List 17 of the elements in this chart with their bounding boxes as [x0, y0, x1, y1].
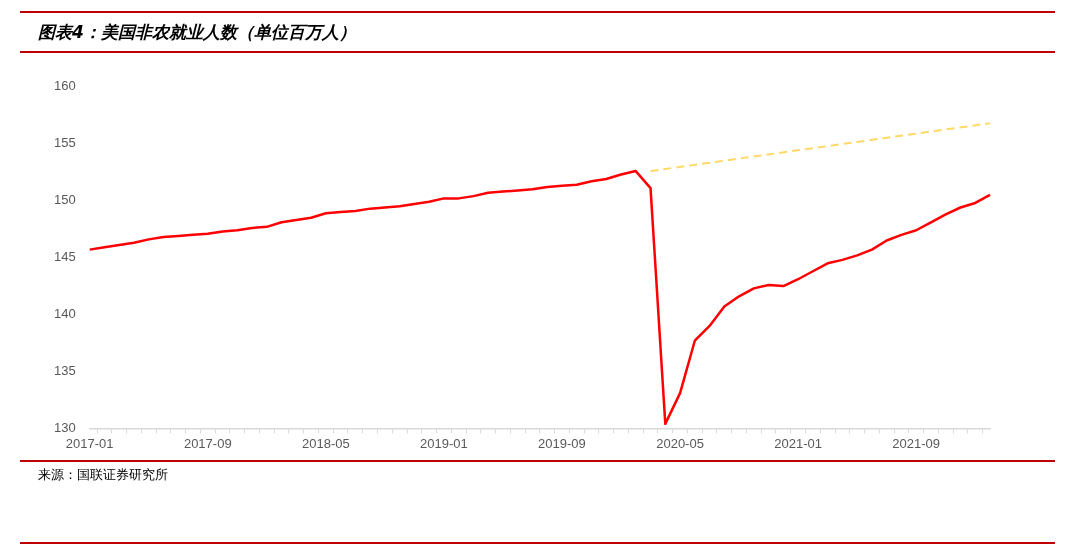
x-tick-label: 2017-01	[65, 435, 114, 451]
y-tick-label: 135	[53, 363, 76, 379]
y-tick-label: 160	[53, 78, 76, 94]
y-tick-label: 140	[53, 306, 76, 322]
x-tick-label: 2021-01	[774, 435, 822, 451]
chart-title: 图表4：美国非农就业人数（单位百万人）	[38, 21, 356, 44]
source-note: 来源：国联证券研究所	[38, 466, 168, 484]
x-tick-label: 2018-05	[301, 435, 350, 451]
x-tick-label: 2019-09	[538, 435, 586, 451]
y-tick-label: 145	[53, 249, 76, 265]
y-tick-label: 155	[53, 135, 76, 151]
y-tick-label: 130	[53, 419, 76, 435]
x-tick-label: 2020-05	[656, 435, 704, 451]
y-tick-label: 150	[53, 192, 76, 208]
x-tick-label: 2019-01	[420, 435, 468, 451]
x-tick-label: 2017-09	[183, 435, 232, 451]
x-tick-label: 2021-09	[892, 435, 941, 451]
